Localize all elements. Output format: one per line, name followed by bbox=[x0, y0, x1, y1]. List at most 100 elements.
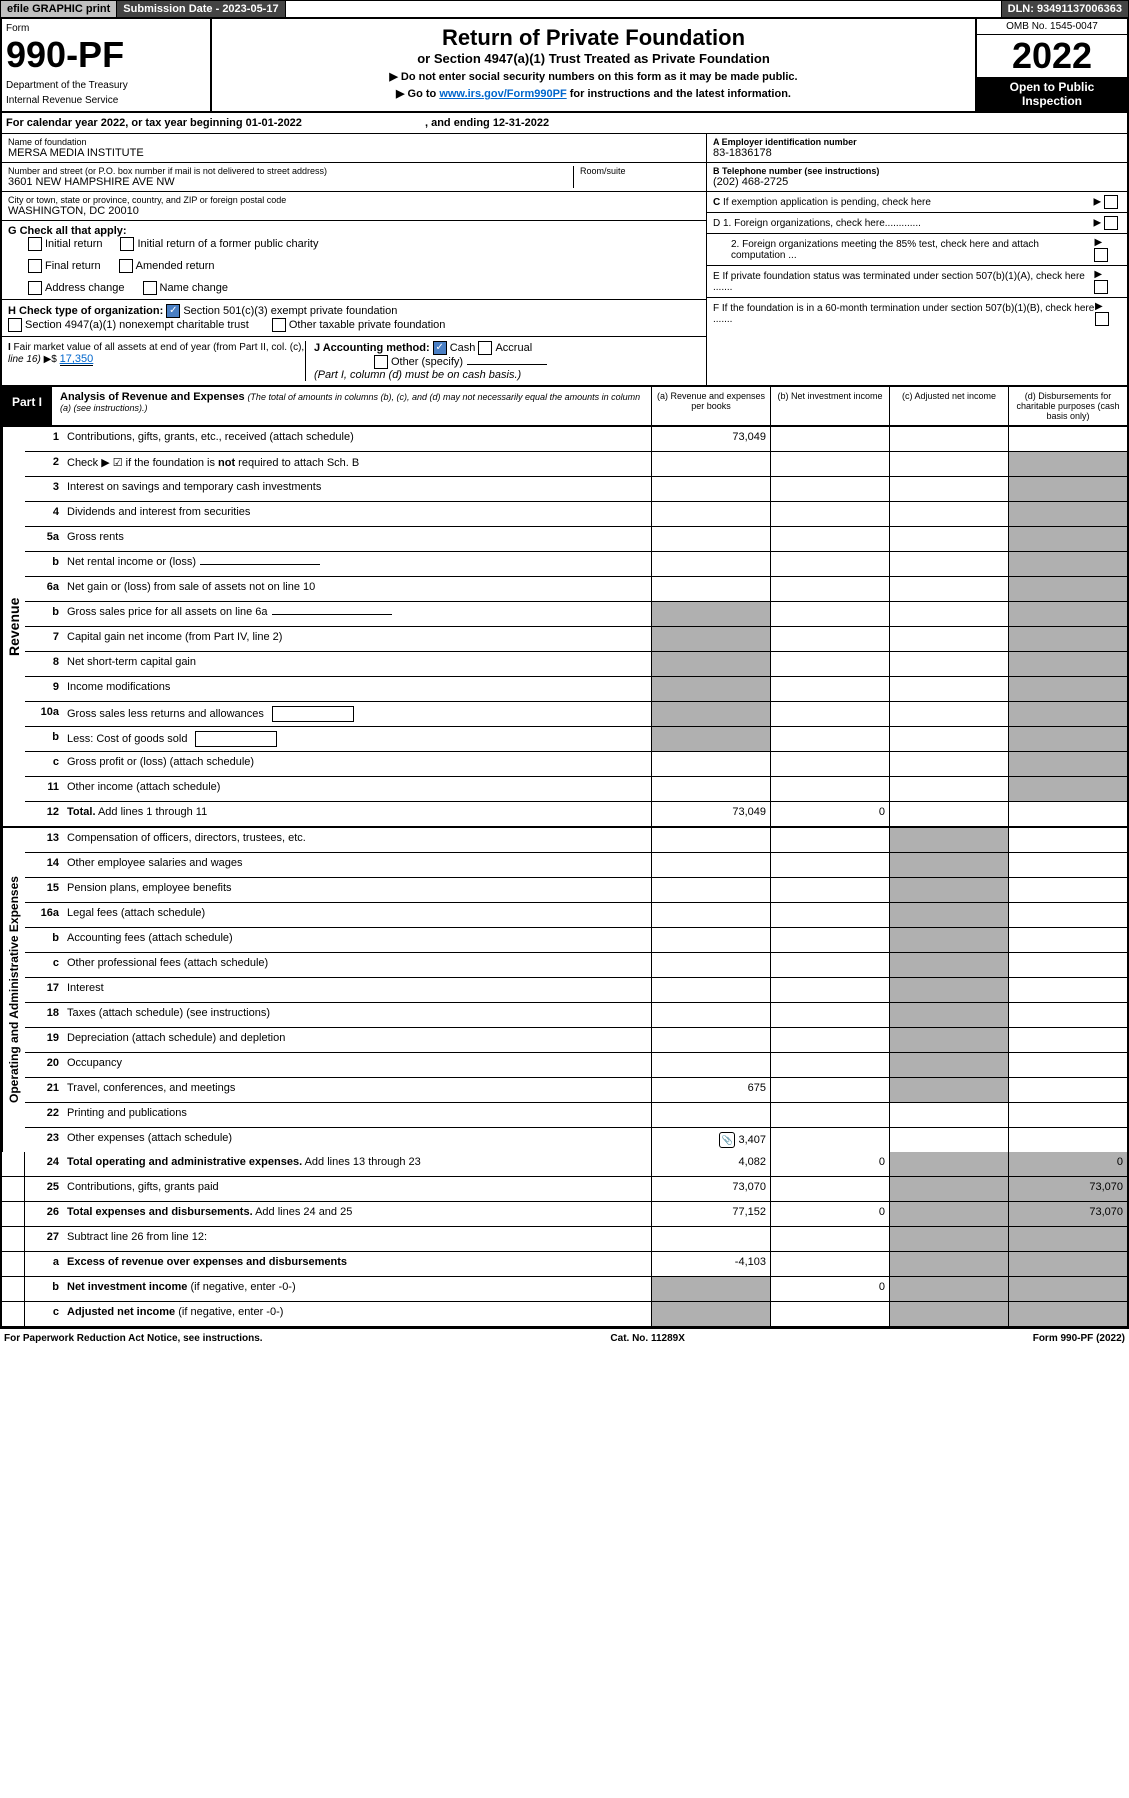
checkbox-address[interactable] bbox=[28, 281, 42, 295]
part-title: Analysis of Revenue and Expenses bbox=[60, 391, 245, 403]
cell-c bbox=[889, 752, 1008, 776]
line-number: 20 bbox=[25, 1053, 65, 1077]
cell-d bbox=[1008, 577, 1127, 601]
cell-c bbox=[889, 978, 1008, 1002]
cell-d bbox=[1008, 1078, 1127, 1102]
line-description: Accounting fees (attach schedule) bbox=[65, 928, 651, 952]
cell-b bbox=[770, 477, 889, 501]
attachment-icon[interactable]: 📎 bbox=[719, 1132, 735, 1148]
table-row: 19 Depreciation (attach schedule) and de… bbox=[25, 1028, 1127, 1053]
cell-d bbox=[1008, 1053, 1127, 1077]
table-row: 9 Income modifications bbox=[25, 677, 1127, 702]
cell-c bbox=[889, 853, 1008, 877]
cell-d bbox=[1008, 452, 1127, 476]
cell-b bbox=[770, 828, 889, 852]
checkbox-former-charity[interactable] bbox=[120, 237, 134, 251]
cell-a bbox=[651, 552, 770, 576]
irs-link[interactable]: www.irs.gov/Form990PF bbox=[439, 88, 566, 100]
checkbox-f[interactable] bbox=[1095, 312, 1109, 326]
fmv-value: 17,350 bbox=[60, 353, 94, 366]
table-row: 20 Occupancy bbox=[25, 1053, 1127, 1078]
checkbox-amended[interactable] bbox=[119, 259, 133, 273]
table-row: 5a Gross rents bbox=[25, 527, 1127, 552]
cell-a bbox=[651, 577, 770, 601]
line-number: b bbox=[25, 727, 65, 751]
line-number: 6a bbox=[25, 577, 65, 601]
top-bar: efile GRAPHIC print Submission Date - 20… bbox=[0, 0, 1129, 18]
checkbox-4947[interactable] bbox=[8, 318, 22, 332]
cell-a bbox=[651, 502, 770, 526]
part-1-header: Part I Analysis of Revenue and Expenses … bbox=[0, 387, 1129, 427]
d1-label: D 1. Foreign organizations, check here..… bbox=[713, 218, 921, 229]
line-number: 8 bbox=[25, 652, 65, 676]
cash-basis-note: (Part I, column (d) must be on cash basi… bbox=[314, 369, 521, 381]
room-label: Room/suite bbox=[580, 166, 700, 176]
line-description: Net short-term capital gain bbox=[65, 652, 651, 676]
checkbox-other-tax[interactable] bbox=[272, 318, 286, 332]
checkbox-e[interactable] bbox=[1094, 280, 1108, 294]
cell-b bbox=[770, 978, 889, 1002]
table-row: 14 Other employee salaries and wages bbox=[25, 853, 1127, 878]
cell-c bbox=[889, 777, 1008, 801]
cell-d bbox=[1008, 903, 1127, 927]
cell-c bbox=[889, 903, 1008, 927]
f-label: F If the foundation is in a 60-month ter… bbox=[713, 303, 1095, 325]
dln-label: DLN: 93491137006363 bbox=[1001, 1, 1128, 17]
c-label: If exemption application is pending, che… bbox=[723, 197, 931, 208]
efile-label[interactable]: efile GRAPHIC print bbox=[1, 1, 117, 17]
line-number: 12 bbox=[25, 802, 65, 826]
line-description: Compensation of officers, directors, tru… bbox=[65, 828, 651, 852]
cell-c bbox=[889, 502, 1008, 526]
checkbox-c[interactable] bbox=[1104, 195, 1118, 209]
cell-a bbox=[651, 878, 770, 902]
cell-b bbox=[770, 577, 889, 601]
line-description: Less: Cost of goods sold bbox=[65, 727, 651, 751]
line-number: 2 bbox=[25, 452, 65, 476]
cell-b: 0 bbox=[770, 802, 889, 826]
cell-d bbox=[1008, 1103, 1127, 1127]
checkbox-501c3[interactable] bbox=[166, 304, 180, 318]
revenue-side-label: Revenue bbox=[2, 427, 25, 826]
checkbox-d2[interactable] bbox=[1094, 248, 1108, 262]
cell-d bbox=[1008, 427, 1127, 451]
checkbox-other-acct[interactable] bbox=[374, 355, 388, 369]
section-i-j: I Fair market value of all assets at end… bbox=[2, 337, 706, 385]
table-row: 11 Other income (attach schedule) bbox=[25, 777, 1127, 802]
checkbox-accrual[interactable] bbox=[478, 341, 492, 355]
footer-left: For Paperwork Reduction Act Notice, see … bbox=[4, 1333, 263, 1344]
line-number: 16a bbox=[25, 903, 65, 927]
line-description: Dividends and interest from securities bbox=[65, 502, 651, 526]
line-number: 15 bbox=[25, 878, 65, 902]
line-description: Legal fees (attach schedule) bbox=[65, 903, 651, 927]
expenses-side-label: Operating and Administrative Expenses bbox=[2, 828, 25, 1152]
cell-a bbox=[651, 702, 770, 726]
cell-b bbox=[770, 777, 889, 801]
table-row: a Excess of revenue over expenses and di… bbox=[2, 1252, 1127, 1277]
line-number: 1 bbox=[25, 427, 65, 451]
checkbox-final[interactable] bbox=[28, 259, 42, 273]
cell-d bbox=[1008, 777, 1127, 801]
line-description: Occupancy bbox=[65, 1053, 651, 1077]
cell-a bbox=[651, 627, 770, 651]
checkbox-cash[interactable] bbox=[433, 341, 447, 355]
checkbox-d1[interactable] bbox=[1104, 216, 1118, 230]
table-row: 6a Net gain or (loss) from sale of asset… bbox=[25, 577, 1127, 602]
cell-a bbox=[651, 903, 770, 927]
table-row: 23 Other expenses (attach schedule) 📎 3,… bbox=[25, 1128, 1127, 1152]
line-description: Interest on savings and temporary cash i… bbox=[65, 477, 651, 501]
line-number: 21 bbox=[25, 1078, 65, 1102]
table-row: 13 Compensation of officers, directors, … bbox=[25, 828, 1127, 853]
cell-a bbox=[651, 777, 770, 801]
table-row: 8 Net short-term capital gain bbox=[25, 652, 1127, 677]
table-row: 24 Total operating and administrative ex… bbox=[2, 1152, 1127, 1177]
line-description: Other employee salaries and wages bbox=[65, 853, 651, 877]
cell-a bbox=[651, 752, 770, 776]
line-description: Capital gain net income (from Part IV, l… bbox=[65, 627, 651, 651]
checkbox-name[interactable] bbox=[143, 281, 157, 295]
cell-a bbox=[651, 1003, 770, 1027]
cell-a bbox=[651, 953, 770, 977]
cell-b bbox=[770, 752, 889, 776]
checkbox-initial[interactable] bbox=[28, 237, 42, 251]
cell-a bbox=[651, 978, 770, 1002]
cell-c bbox=[889, 527, 1008, 551]
